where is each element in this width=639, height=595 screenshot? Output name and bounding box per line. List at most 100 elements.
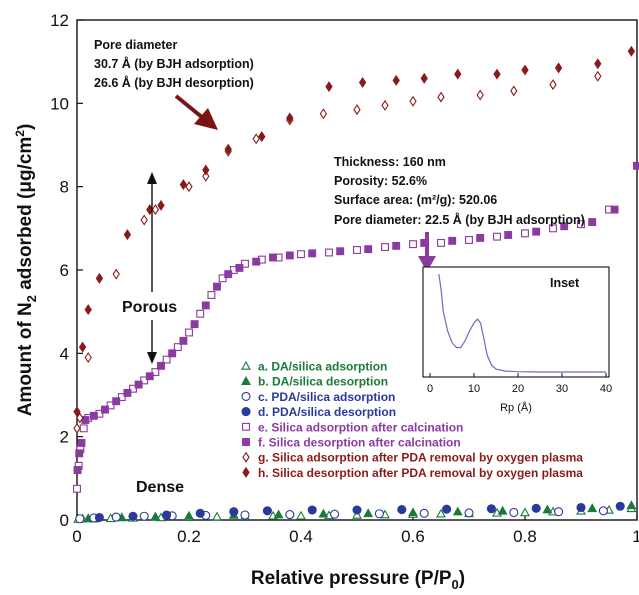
data-point bbox=[190, 320, 199, 329]
legend-marker bbox=[242, 466, 250, 478]
x-tick-label: 0.4 bbox=[289, 527, 313, 546]
data-point bbox=[179, 179, 188, 191]
data-point bbox=[610, 205, 619, 214]
data-point bbox=[353, 246, 361, 254]
data-point bbox=[269, 253, 277, 262]
surface-area-label: Surface area: (m²/g): 520.06 bbox=[334, 193, 497, 207]
data-point bbox=[627, 45, 636, 57]
inset-title: Inset bbox=[550, 276, 580, 290]
data-point bbox=[420, 72, 428, 84]
inset-frame bbox=[422, 266, 610, 378]
data-point bbox=[465, 236, 473, 244]
data-point bbox=[77, 438, 86, 447]
data-point bbox=[437, 91, 445, 103]
legend-marker bbox=[242, 422, 250, 431]
x-tick-label: 1 bbox=[632, 527, 639, 546]
series-5 bbox=[73, 161, 639, 474]
data-point bbox=[296, 510, 306, 520]
data-point bbox=[84, 352, 92, 363]
plasma-arrow bbox=[174, 94, 218, 130]
data-point bbox=[140, 214, 148, 226]
data-point bbox=[409, 240, 417, 249]
y-tick-label: 4 bbox=[60, 344, 69, 363]
data-point bbox=[397, 505, 407, 515]
data-point bbox=[626, 500, 637, 510]
data-point bbox=[129, 384, 137, 393]
data-point bbox=[554, 507, 564, 517]
data-point bbox=[504, 231, 513, 239]
data-point bbox=[364, 245, 373, 254]
data-point bbox=[594, 70, 602, 82]
data-point bbox=[207, 291, 216, 299]
data-point bbox=[392, 74, 400, 86]
data-point bbox=[123, 388, 132, 397]
data-point bbox=[195, 508, 205, 518]
data-point bbox=[75, 514, 85, 524]
data-point bbox=[73, 466, 82, 474]
data-point bbox=[173, 343, 182, 352]
porous-label: Porous bbox=[122, 299, 177, 316]
data-point bbox=[330, 509, 340, 519]
data-point bbox=[325, 248, 333, 257]
data-point bbox=[352, 509, 362, 519]
data-point bbox=[493, 68, 501, 80]
legend-marker bbox=[242, 438, 250, 446]
data-point bbox=[252, 257, 261, 266]
data-point bbox=[493, 232, 501, 241]
pore-diameter-annotation: Pore diameter 30.7 Å (by BJH adsorption)… bbox=[94, 38, 254, 90]
data-point bbox=[101, 405, 109, 414]
x-tick-label: 0 bbox=[72, 527, 81, 546]
data-point bbox=[79, 424, 88, 433]
data-point bbox=[235, 263, 244, 272]
data-point bbox=[531, 503, 541, 513]
data-point bbox=[162, 510, 172, 520]
porosity-label: Porosity: 52.6% bbox=[334, 174, 427, 188]
data-point bbox=[229, 507, 239, 517]
calcination-arrow bbox=[418, 232, 436, 272]
data-point bbox=[336, 247, 345, 256]
pore-bjh-desorption: 26.6 Å (by BJH desorption) bbox=[94, 75, 254, 90]
legend-marker bbox=[242, 451, 250, 463]
data-point bbox=[213, 282, 221, 291]
data-point bbox=[185, 181, 193, 193]
calcination-annotation: Thickness: 160 nm Porosity: 52.6% Surfac… bbox=[334, 155, 585, 227]
inset-curve bbox=[438, 273, 606, 373]
data-point bbox=[94, 512, 104, 523]
data-point bbox=[111, 512, 121, 522]
data-point bbox=[112, 268, 120, 280]
data-point bbox=[185, 328, 193, 337]
y-tick-label: 10 bbox=[50, 94, 69, 113]
data-point bbox=[437, 238, 445, 247]
data-point bbox=[95, 272, 104, 284]
x-tick-label: 0.8 bbox=[513, 527, 537, 546]
data-point bbox=[285, 510, 295, 520]
data-point bbox=[554, 62, 563, 74]
legend-entry: d. PDA/silica desorption bbox=[258, 405, 396, 419]
data-point bbox=[374, 509, 384, 519]
data-point bbox=[224, 270, 233, 279]
legend-entry: g. Silica adsorption after PDA removal b… bbox=[258, 451, 583, 465]
data-point bbox=[633, 161, 639, 170]
data-point bbox=[486, 504, 496, 514]
data-point bbox=[520, 507, 530, 517]
inset: Inset 0 10 20 30 40 Rp (Å) bbox=[422, 266, 612, 414]
data-point bbox=[140, 376, 149, 385]
porous-double-arrow bbox=[147, 172, 157, 364]
data-point bbox=[381, 99, 389, 111]
legend-marker bbox=[241, 391, 251, 401]
y-tick-label: 12 bbox=[50, 11, 69, 30]
data-point bbox=[157, 199, 165, 211]
data-point bbox=[448, 236, 457, 245]
data-point bbox=[615, 501, 625, 511]
series-layer bbox=[73, 45, 639, 524]
data-point bbox=[358, 77, 367, 88]
x-tick-label: 0.6 bbox=[401, 527, 425, 546]
data-point bbox=[436, 508, 446, 518]
data-point bbox=[150, 511, 161, 521]
data-point bbox=[576, 502, 586, 513]
data-point bbox=[307, 505, 317, 515]
data-point bbox=[598, 506, 608, 516]
data-point bbox=[587, 503, 598, 513]
